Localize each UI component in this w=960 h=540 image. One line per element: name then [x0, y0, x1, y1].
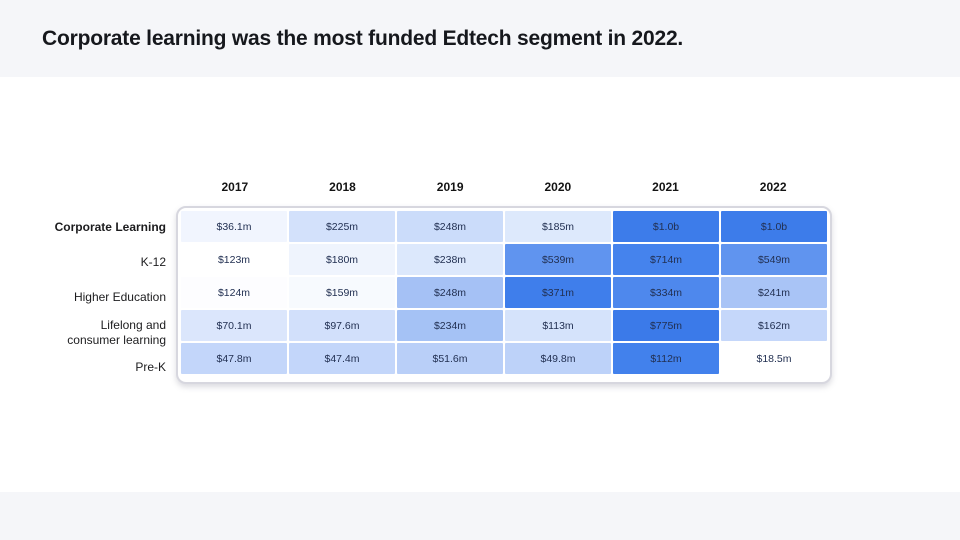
heatmap-cell: $47.4m	[289, 343, 395, 374]
year-header: 2017	[221, 180, 249, 194]
heatmap-cell: $185m	[505, 211, 611, 242]
year-header: 2021	[652, 180, 679, 194]
funding-heatmap: 2017 2018 2019 2020 2021 2022 Corporate Learn…	[52, 180, 832, 384]
heatmap-cell: $238m	[397, 244, 503, 275]
heatmap-cell: $371m	[505, 277, 611, 308]
footer-band	[0, 492, 960, 540]
year-header-row: 2017 2018 2019 2020 2021 2022	[176, 180, 832, 206]
heatmap-cell: $714m	[613, 244, 719, 275]
heatmap-cell: $47.8m	[181, 343, 287, 374]
heatmap-cell: $49.8m	[505, 343, 611, 374]
heatmap-cell: $123m	[181, 244, 287, 275]
heatmap-cell: $51.6m	[397, 343, 503, 374]
heatmap-cell: $334m	[613, 277, 719, 308]
row-label: Pre-K	[135, 360, 166, 375]
heatmap-cell: $36.1m	[181, 211, 287, 242]
heatmap-cell: $234m	[397, 310, 503, 341]
year-header: 2020	[544, 180, 572, 194]
heatmap-cells-grid: $36.1m $225m $248m $185m $1.0b $1.0b $123m $180…	[181, 211, 827, 374]
year-header: 2018	[329, 180, 356, 194]
heatmap-cell: $18.5m	[721, 343, 827, 374]
heatmap-cell: $112m	[613, 343, 719, 374]
segment-labels-column: Corporate Learning K-12 Higher Education Li…	[52, 211, 176, 384]
heatmap-cell: $225m	[289, 211, 395, 242]
heatmap-cell: $113m	[505, 310, 611, 341]
heatmap-cell: $775m	[613, 310, 719, 341]
heatmap-cell: $162m	[721, 310, 827, 341]
heatmap-cell: $124m	[181, 277, 287, 308]
row-label: Lifelong and consumer learning	[67, 318, 166, 347]
heatmap-cell: $248m	[397, 277, 503, 308]
heatmap-cell: $70.1m	[181, 310, 287, 341]
heatmap-table-frame: $36.1m $225m $248m $185m $1.0b $1.0b $123m $180…	[176, 206, 832, 384]
year-header: 2019	[436, 180, 464, 194]
heatmap-cell: $180m	[289, 244, 395, 275]
heatmap-cell: $248m	[397, 211, 503, 242]
heatmap-cell: $241m	[721, 277, 827, 308]
row-label: Higher Education	[73, 290, 166, 305]
row-label: Corporate Learning	[54, 220, 166, 235]
heatmap-cell: $159m	[289, 277, 395, 308]
slide-title: Corporate learning was the most funded E…	[42, 26, 684, 50]
heatmap-cell: $1.0b	[613, 211, 719, 242]
year-header: 2022	[759, 180, 787, 194]
heatmap-cell: $1.0b	[721, 211, 827, 242]
heatmap-cell: $539m	[505, 244, 611, 275]
row-label: K-12	[140, 255, 166, 270]
heatmap-cell: $97.6m	[289, 310, 395, 341]
header-band	[0, 0, 960, 77]
heatmap-cell: $549m	[721, 244, 827, 275]
